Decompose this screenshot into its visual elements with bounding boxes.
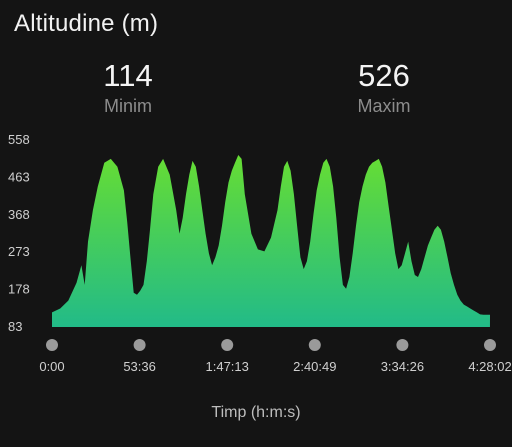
y-tick-label: 463	[8, 169, 30, 184]
x-tick-label: 2:40:49	[293, 359, 336, 374]
x-tick-marker	[396, 339, 409, 351]
x-tick-marker	[308, 339, 321, 351]
x-tick-label: 0:00	[39, 359, 64, 374]
y-tick-label: 368	[8, 207, 30, 222]
max-altitude-value: 526	[358, 58, 410, 93]
y-tick-label: 178	[8, 282, 30, 297]
x-tick-marker	[133, 339, 146, 351]
x-tick-label: 4:28:02	[468, 359, 511, 374]
y-tick-label: 83	[8, 319, 22, 334]
x-tick-marker	[46, 339, 58, 351]
x-tick-marker	[484, 339, 496, 351]
x-tick-label: 3:34:26	[381, 359, 424, 374]
max-altitude-label: Maxim	[357, 96, 411, 116]
x-tick-label: 53:36	[123, 359, 156, 374]
min-altitude-stat: 114 Minim	[38, 58, 218, 117]
x-tick-label: 1:47:13	[206, 359, 249, 374]
min-altitude-value: 114	[103, 58, 153, 93]
min-altitude-label: Minim	[104, 96, 152, 116]
max-altitude-stat: 526 Maxim	[294, 58, 474, 117]
y-tick-label: 558	[8, 132, 30, 147]
y-tick-label: 273	[8, 244, 30, 259]
x-axis-title: Timp (h:m:s)	[211, 404, 301, 421]
chart-title: Altitudine (m)	[14, 10, 159, 37]
altitude-area	[52, 155, 490, 327]
x-tick-marker	[221, 339, 234, 351]
